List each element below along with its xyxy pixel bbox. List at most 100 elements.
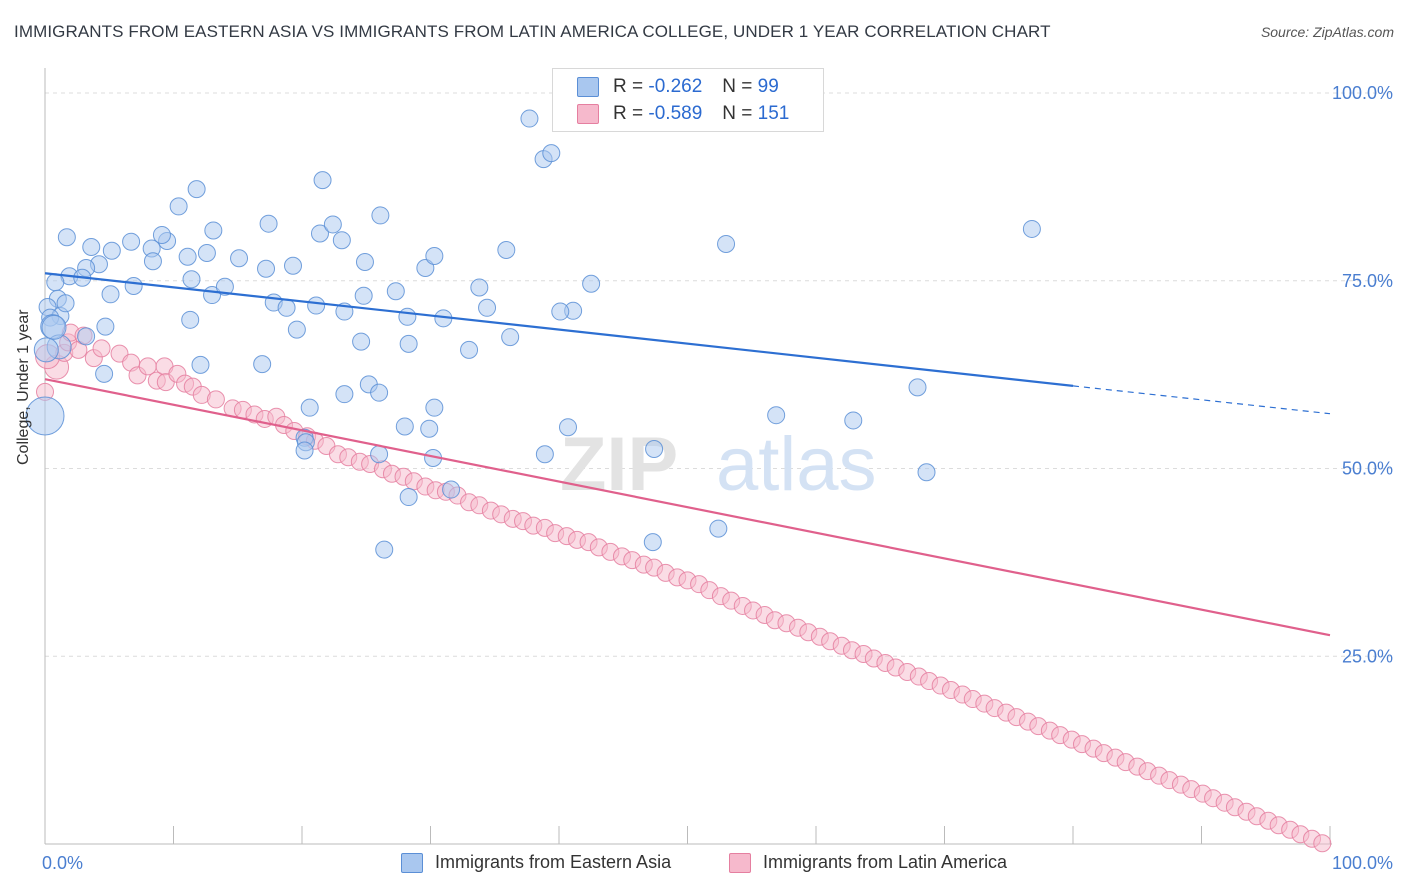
- point-eastern-asia: [416, 258, 435, 277]
- y-tick-label: 100.0%: [1332, 83, 1393, 103]
- point-eastern-asia: [370, 383, 389, 402]
- point-eastern-asia: [295, 441, 314, 460]
- legend-n-value-latin-america: 151: [757, 103, 790, 124]
- point-eastern-asia: [181, 310, 200, 329]
- point-eastern-asia: [257, 259, 276, 278]
- correlation-legend: R = -0.262 N = 99 R = -0.589 N = 151: [552, 68, 824, 132]
- point-eastern-asia: [57, 228, 76, 247]
- point-eastern-asia: [582, 274, 601, 293]
- point-eastern-asia: [501, 328, 520, 347]
- point-eastern-asia: [102, 241, 121, 260]
- trend-lines: [44, 272, 1331, 637]
- point-eastern-asia: [398, 307, 417, 326]
- legend-r-value-eastern-asia: -0.262: [648, 76, 703, 97]
- legend-r-label: R =: [613, 76, 644, 97]
- point-latin-america: [92, 339, 111, 358]
- point-eastern-asia: [277, 298, 296, 317]
- point-eastern-asia: [478, 298, 497, 317]
- point-eastern-asia: [230, 249, 249, 268]
- point-eastern-asia: [420, 419, 439, 438]
- point-eastern-asia: [284, 256, 303, 275]
- point-eastern-asia: [178, 247, 197, 266]
- point-eastern-asia: [497, 240, 516, 259]
- point-eastern-asia: [335, 385, 354, 404]
- point-latin-america: [1313, 834, 1332, 853]
- point-eastern-asia: [844, 411, 863, 430]
- point-eastern-asia: [215, 277, 234, 296]
- point-eastern-asia: [82, 237, 101, 256]
- point-eastern-asia: [542, 144, 561, 163]
- legend-swatch-pink: [577, 104, 599, 124]
- point-eastern-asia: [300, 398, 319, 417]
- y-tick-label: 25.0%: [1342, 646, 1393, 666]
- chart-title: IMMIGRANTS FROM EASTERN ASIA VS IMMIGRAN…: [14, 22, 1051, 41]
- point-latin-america: [206, 390, 225, 409]
- point-eastern-asia: [442, 480, 461, 499]
- grid-lines: [45, 92, 1392, 657]
- point-eastern-asia: [908, 378, 927, 397]
- point-eastern-asia: [460, 340, 479, 359]
- legend-swatch-blue: [401, 852, 423, 873]
- x-tick-label: 100.0%: [1332, 853, 1393, 873]
- point-eastern-asia: [310, 224, 329, 243]
- point-eastern-asia: [643, 533, 662, 552]
- axes: [44, 68, 1332, 845]
- point-eastern-asia: [551, 302, 570, 321]
- watermark-atlas: atlas: [716, 422, 877, 507]
- x-tick-label: 0.0%: [42, 853, 83, 873]
- point-eastern-asia: [767, 406, 786, 425]
- legend-label-latin-america: Immigrants from Latin America: [763, 852, 1008, 872]
- point-eastern-asia: [425, 398, 444, 417]
- point-eastern-asia: [191, 355, 210, 374]
- y-axis-title: College, Under 1 year: [15, 309, 32, 465]
- point-eastern-asia: [370, 445, 389, 464]
- point-eastern-asia: [56, 294, 75, 313]
- point-eastern-asia: [122, 232, 141, 251]
- series-legend: Immigrants from Eastern Asia Immigrants …: [0, 852, 1406, 876]
- y-tick-label: 75.0%: [1342, 271, 1393, 291]
- point-eastern-asia: [399, 488, 418, 507]
- point-eastern-asia: [169, 197, 188, 216]
- point-eastern-asia: [253, 355, 272, 374]
- point-eastern-asia: [259, 214, 278, 233]
- legend-swatch-pink: [729, 852, 751, 873]
- point-eastern-asia: [470, 278, 489, 297]
- point-eastern-asia: [77, 327, 96, 346]
- point-eastern-asia: [386, 282, 405, 301]
- point-eastern-asia: [425, 246, 444, 265]
- series-eastern-asia-points: [25, 109, 1041, 559]
- point-eastern-asia: [197, 243, 216, 262]
- legend-r-value-latin-america: -0.589: [648, 103, 703, 124]
- point-eastern-asia: [287, 320, 306, 339]
- point-eastern-asia: [709, 519, 728, 538]
- point-eastern-asia: [375, 540, 394, 559]
- point-eastern-asia: [332, 231, 351, 250]
- point-eastern-asia: [1022, 219, 1041, 238]
- point-eastern-asia: [535, 445, 554, 464]
- legend-item-eastern-asia: Immigrants from Eastern Asia: [401, 852, 671, 873]
- point-eastern-asia: [143, 252, 162, 271]
- point-eastern-asia: [395, 417, 414, 436]
- legend-n-label: N =: [722, 103, 753, 124]
- point-eastern-asia: [46, 273, 65, 292]
- point-eastern-asia: [313, 171, 332, 190]
- point-eastern-asia: [96, 317, 115, 336]
- point-eastern-asia: [182, 270, 201, 289]
- point-eastern-asia: [399, 334, 418, 353]
- point-eastern-asia: [187, 180, 206, 199]
- legend-r-label: R =: [613, 103, 644, 124]
- point-eastern-asia: [101, 285, 120, 304]
- trend-latin-america: [44, 378, 1331, 637]
- point-eastern-asia: [152, 225, 171, 244]
- legend-item-latin-america: Immigrants from Latin America: [729, 852, 1007, 873]
- point-eastern-asia: [520, 109, 539, 128]
- point-eastern-asia: [558, 418, 577, 437]
- legend-n-label: N =: [722, 76, 753, 97]
- point-eastern-asia: [124, 277, 143, 296]
- point-eastern-asia: [33, 337, 59, 363]
- legend-n-value-eastern-asia: 99: [757, 76, 779, 97]
- y-tick-label: 50.0%: [1342, 459, 1393, 479]
- trend-eastern-asia: [44, 272, 1074, 387]
- point-eastern-asia: [323, 215, 342, 234]
